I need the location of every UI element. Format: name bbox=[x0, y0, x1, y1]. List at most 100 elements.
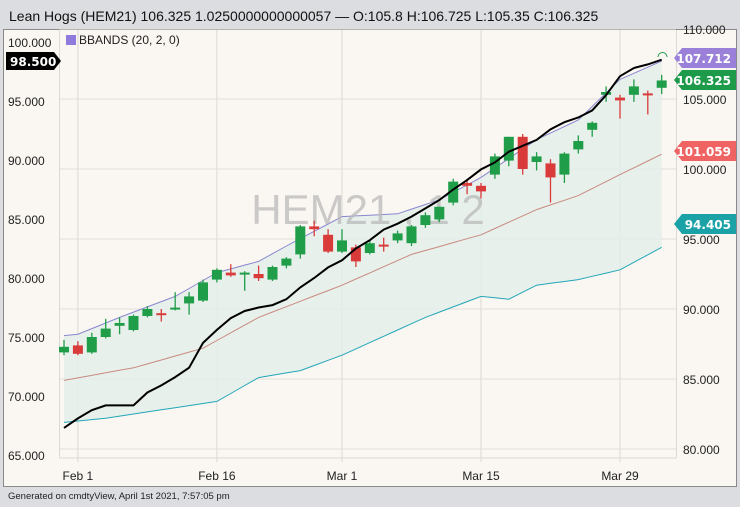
candle bbox=[323, 229, 334, 253]
right-axis-tick-label: 80.000 bbox=[683, 443, 720, 457]
candle-body bbox=[489, 156, 500, 175]
candle-body bbox=[378, 244, 389, 247]
price-tag-label: 98.500 bbox=[10, 55, 56, 69]
candle bbox=[420, 212, 431, 228]
candle bbox=[86, 332, 97, 354]
candle-body bbox=[559, 153, 570, 175]
last-candle-alert-arc-icon bbox=[657, 52, 668, 58]
candle bbox=[476, 183, 486, 199]
candle-body bbox=[573, 141, 584, 150]
candle-body bbox=[309, 226, 320, 230]
right-axis-tick-label: 100.000 bbox=[683, 163, 727, 177]
candle bbox=[642, 90, 653, 115]
price-tag-label: 106.325 bbox=[676, 74, 731, 88]
candle bbox=[295, 225, 306, 259]
chart-title: Lean Hogs (HEM21) 106.325 1.025000000000… bbox=[9, 8, 599, 24]
candle-body bbox=[545, 163, 556, 178]
x-axis-tick-label: Mar 15 bbox=[462, 469, 500, 483]
candle-body bbox=[225, 272, 236, 276]
candle bbox=[114, 317, 125, 335]
candle bbox=[59, 339, 69, 356]
bbands-middle-line bbox=[63, 153, 662, 381]
candle-body bbox=[420, 215, 431, 225]
left-axis-tick-label: 95.000 bbox=[8, 95, 45, 109]
candles bbox=[59, 74, 667, 356]
candle-body bbox=[114, 323, 125, 326]
candle bbox=[489, 153, 500, 179]
candle bbox=[531, 152, 542, 171]
candle bbox=[392, 230, 403, 244]
right-axis-tick-label: 85.000 bbox=[683, 373, 720, 387]
candle bbox=[337, 229, 347, 253]
candle bbox=[267, 265, 278, 281]
candle bbox=[559, 152, 570, 183]
candle bbox=[364, 240, 375, 255]
candle-body bbox=[476, 185, 486, 192]
candle bbox=[587, 121, 598, 137]
candle-body bbox=[128, 316, 139, 330]
candle bbox=[545, 159, 556, 203]
x-axis-tick-label: Mar 1 bbox=[327, 469, 358, 483]
candle bbox=[462, 178, 473, 195]
left-axis-tick-label: 65.000 bbox=[8, 449, 45, 463]
left-axis-tick-label: 90.000 bbox=[8, 154, 45, 168]
candle bbox=[142, 306, 153, 318]
candle-body bbox=[211, 269, 222, 280]
candle bbox=[225, 264, 236, 277]
price-tag-label: 101.059 bbox=[676, 145, 731, 159]
watermark: HEM21 , 1 2 bbox=[251, 186, 484, 233]
candle bbox=[128, 314, 139, 332]
candle-body bbox=[337, 240, 347, 252]
price-tag-line_last bbox=[6, 52, 61, 70]
candle bbox=[309, 220, 320, 237]
candle-body bbox=[462, 183, 473, 186]
candle bbox=[239, 271, 250, 291]
x-axis-tick-label: Feb 16 bbox=[198, 469, 236, 483]
candle-body bbox=[531, 156, 542, 162]
candle-body bbox=[503, 136, 514, 161]
candle-body bbox=[253, 274, 264, 279]
candle-body bbox=[59, 346, 69, 353]
candle bbox=[628, 79, 639, 102]
candle bbox=[406, 225, 417, 246]
price-tag-bb_lower bbox=[674, 214, 736, 234]
left-axis-tick-label: 75.000 bbox=[8, 331, 45, 345]
candle-body bbox=[100, 328, 111, 337]
price-tag-close bbox=[674, 70, 736, 90]
candle-body bbox=[517, 136, 528, 169]
candle-body bbox=[448, 181, 459, 203]
candle-body bbox=[72, 345, 83, 354]
left-axis-line-series bbox=[63, 58, 663, 429]
candle bbox=[573, 135, 584, 154]
candle-body bbox=[198, 282, 208, 301]
price-tag-label: 94.405 bbox=[685, 218, 731, 232]
right-axis-tick-label: 110.000 bbox=[683, 23, 726, 37]
left-axis-tick-label: 70.000 bbox=[8, 390, 45, 404]
candle-body bbox=[642, 93, 653, 96]
candle-body bbox=[601, 92, 612, 95]
candle bbox=[211, 268, 222, 283]
candle-body bbox=[406, 226, 417, 244]
left-axis-tick-label: 85.000 bbox=[8, 213, 45, 227]
legend-swatch bbox=[66, 35, 76, 45]
candle bbox=[170, 292, 181, 311]
candle-body bbox=[295, 226, 306, 255]
left-axis-tick-label: 100.000 bbox=[8, 36, 52, 50]
candle bbox=[184, 292, 195, 315]
candle-body bbox=[615, 97, 625, 101]
candle-body bbox=[350, 247, 361, 262]
price-tags: 107.712 106.325 101.059 94.405 98.500 bbox=[6, 48, 736, 234]
right-axis-tick-label: 95.000 bbox=[683, 233, 720, 247]
candle-body bbox=[156, 313, 167, 316]
candle-body bbox=[323, 234, 334, 252]
candle-body bbox=[587, 122, 598, 130]
right-axis-tick-label: 90.000 bbox=[683, 303, 720, 317]
candle-body bbox=[434, 206, 445, 220]
candle-body bbox=[628, 86, 639, 95]
candle-body bbox=[364, 243, 375, 253]
candle bbox=[378, 237, 389, 252]
candle-body bbox=[86, 337, 97, 353]
axes: 110.000 105.000 100.000 95.000 90.000 85.000 8… bbox=[8, 23, 727, 483]
candle bbox=[198, 279, 208, 302]
